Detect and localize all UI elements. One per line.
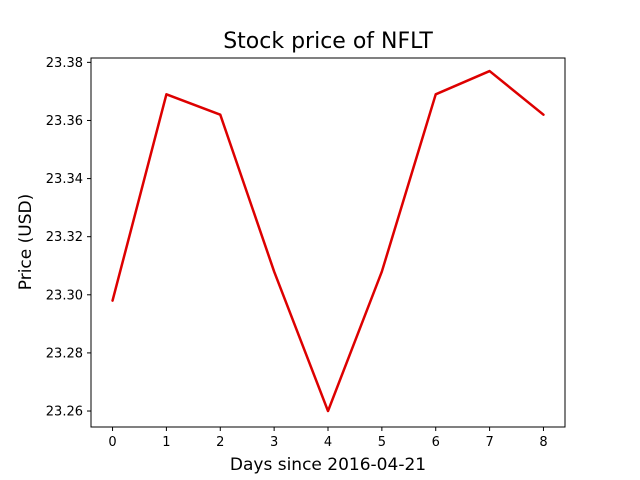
- y-tick-label: 23.34: [46, 172, 83, 187]
- y-tick-label: 23.26: [46, 405, 83, 420]
- x-tick-label: 7: [485, 435, 493, 450]
- x-tick-label: 3: [270, 435, 278, 450]
- y-tick-label: 23.36: [46, 114, 83, 129]
- y-tick-label: 23.30: [46, 288, 83, 303]
- y-axis-label: Price (USD): [16, 194, 36, 290]
- x-tick-label: 4: [324, 435, 332, 450]
- x-axis-label: Days since 2016-04-21: [230, 455, 426, 475]
- chart-title: Stock price of NFLT: [223, 29, 433, 54]
- x-tick-label: 6: [432, 435, 440, 450]
- x-tick-label: 5: [378, 435, 386, 450]
- y-tick-label: 23.28: [46, 346, 83, 361]
- x-tick-label: 0: [108, 435, 116, 450]
- x-tick-label: 1: [162, 435, 170, 450]
- y-tick-label: 23.32: [46, 230, 83, 245]
- x-tick-label: 8: [539, 435, 547, 450]
- plot-area: 0 1 2 3 4 5 6 7 8 23.26 23.28 23.30 23.32 23.34 23.36 2…: [46, 56, 566, 450]
- y-tick-label: 23.38: [46, 56, 83, 71]
- x-tick-label: 2: [216, 435, 224, 450]
